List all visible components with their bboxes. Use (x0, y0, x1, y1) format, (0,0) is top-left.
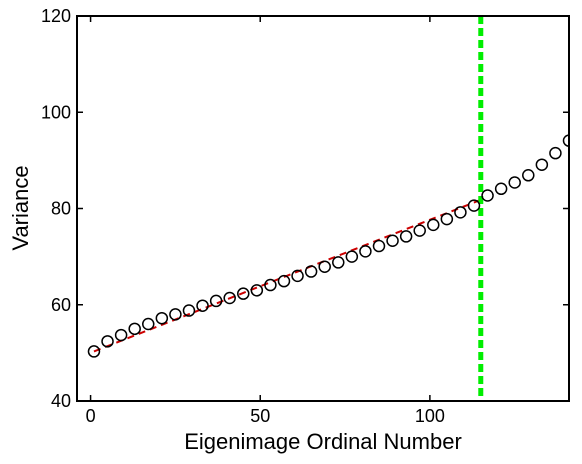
data-point (467, 199, 481, 212)
x-tick-label: 50 (250, 406, 270, 426)
y-tick-label: 100 (41, 102, 71, 122)
y-tick-label: 80 (51, 199, 71, 219)
data-point (196, 299, 209, 312)
data-point (169, 308, 182, 321)
x-axis-label: Eigenimage Ordinal Number (184, 429, 462, 454)
data-point (481, 189, 494, 202)
data-point (277, 274, 291, 288)
data-point (209, 294, 223, 308)
data-point (291, 269, 304, 283)
data-point (549, 146, 562, 160)
data-point (237, 287, 250, 300)
data-point (440, 212, 454, 226)
data-point (264, 278, 277, 292)
data-point (413, 224, 426, 237)
data-point (304, 265, 318, 278)
axis-ticks: 0 50 100 40 60 80 100 120 (41, 6, 569, 426)
data-point (535, 158, 549, 171)
data-point (562, 134, 569, 147)
y-axis-label: Variance (8, 165, 33, 250)
data-point (372, 239, 386, 253)
fit-line (93, 198, 482, 353)
x-tick-label: 100 (415, 406, 445, 426)
data-point (128, 322, 141, 336)
data-point (427, 218, 440, 232)
data-point (114, 328, 128, 342)
data-point (359, 245, 372, 258)
data-point (454, 206, 467, 219)
data-point (182, 304, 196, 317)
data-point (223, 291, 236, 305)
x-tick-label: 0 (86, 406, 96, 426)
y-tick-label: 120 (41, 6, 71, 26)
data-point (142, 317, 155, 331)
data-point (250, 284, 264, 297)
data-point (522, 169, 535, 182)
y-tick-label: 60 (51, 295, 71, 315)
data-point (318, 260, 331, 273)
data-point (101, 335, 114, 348)
y-tick-label: 40 (51, 391, 71, 411)
data-point (386, 234, 399, 247)
data-point (399, 230, 413, 243)
data-point (494, 182, 508, 196)
plot-frame (76, 15, 570, 402)
data-point (155, 311, 169, 325)
data-point (345, 250, 359, 263)
data-point (87, 345, 101, 358)
data-point (332, 256, 345, 269)
data-point (508, 176, 521, 189)
